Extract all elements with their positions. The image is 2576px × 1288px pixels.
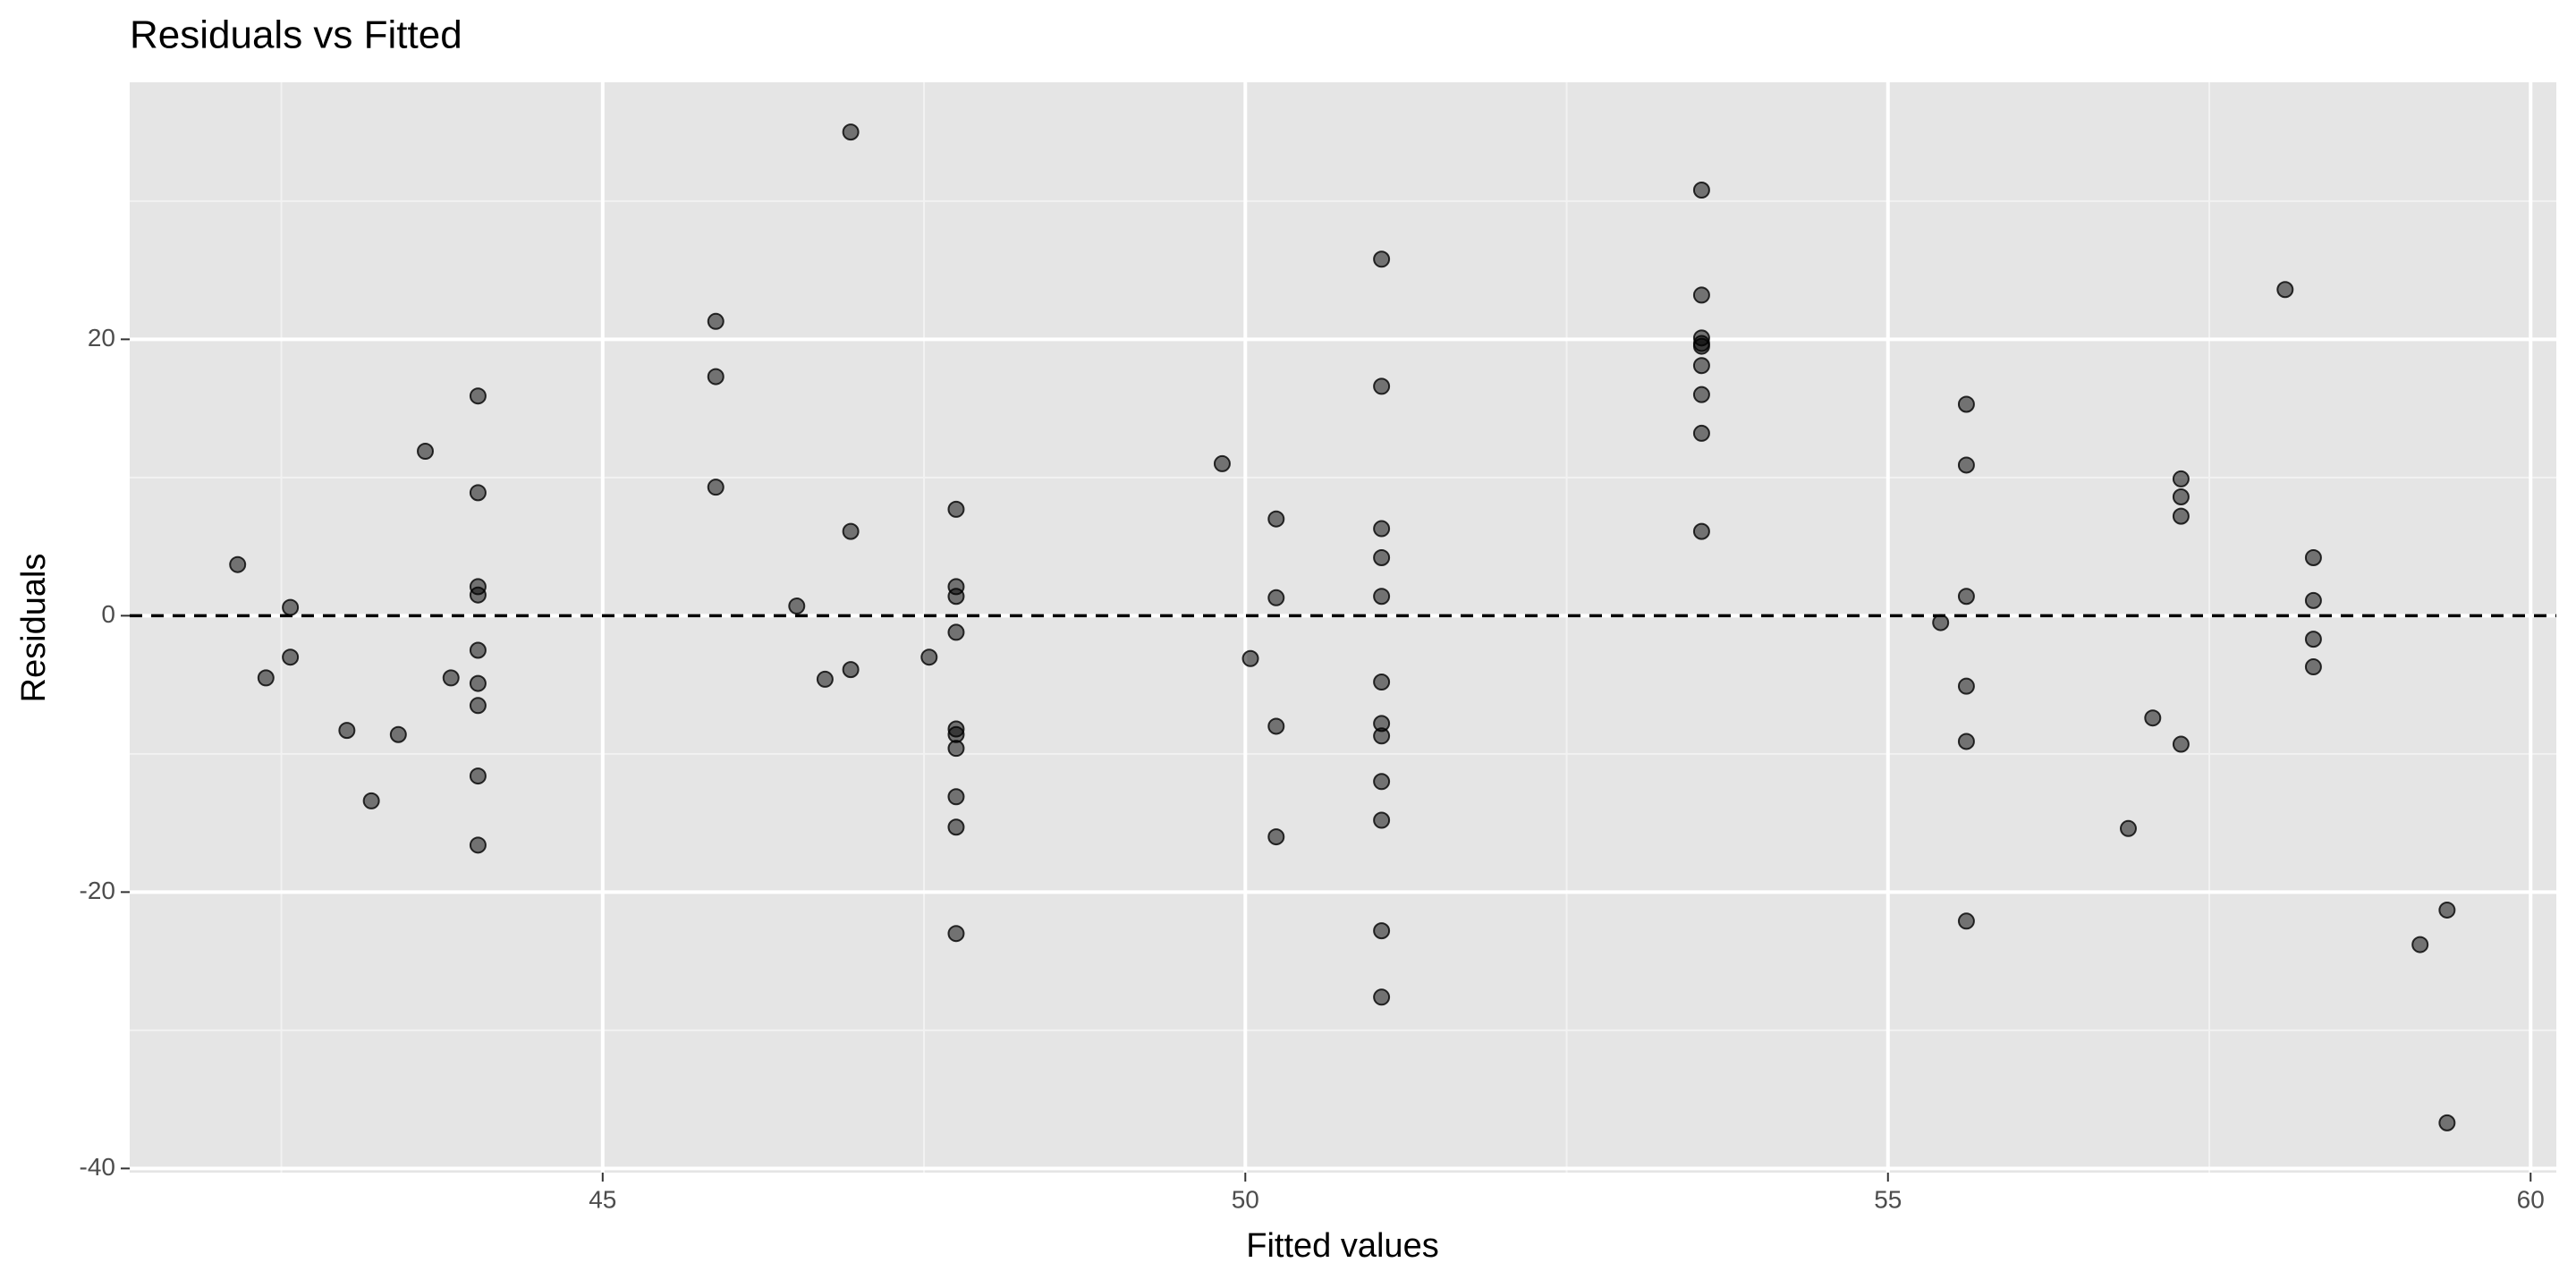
point — [1957, 395, 1975, 413]
point — [1692, 337, 1710, 355]
point — [947, 925, 965, 943]
point — [947, 588, 965, 606]
point — [1692, 357, 1710, 375]
point — [2438, 901, 2456, 919]
point — [2172, 487, 2190, 505]
point — [469, 641, 487, 659]
point — [1213, 454, 1231, 472]
point — [469, 387, 487, 405]
point — [1373, 922, 1391, 940]
point — [707, 479, 724, 496]
point — [1692, 386, 1710, 403]
point — [389, 725, 407, 743]
point — [1373, 811, 1391, 829]
x-tick-label: 50 — [1232, 1185, 1259, 1213]
point — [2304, 658, 2322, 676]
point — [257, 669, 275, 687]
y-axis-title: Residuals — [15, 554, 53, 703]
point — [707, 368, 724, 386]
point — [842, 661, 860, 679]
x-tick-label: 60 — [2517, 1185, 2545, 1213]
point — [2438, 1114, 2456, 1131]
point — [947, 818, 965, 836]
point — [1692, 522, 1710, 540]
point — [469, 767, 487, 785]
point — [1957, 588, 1975, 606]
point — [1373, 674, 1391, 691]
point — [2119, 819, 2137, 837]
point — [469, 697, 487, 715]
point — [1267, 589, 1285, 606]
point — [1267, 510, 1285, 528]
point — [816, 670, 834, 688]
point — [469, 484, 487, 502]
y-tick-label: 0 — [101, 600, 115, 628]
x-tick-label: 55 — [1874, 1185, 1902, 1213]
point — [947, 500, 965, 518]
point — [2304, 631, 2322, 648]
point — [469, 586, 487, 604]
point — [1267, 717, 1285, 735]
point — [1241, 649, 1259, 667]
point — [1267, 828, 1285, 846]
point — [338, 722, 356, 740]
point — [1373, 727, 1391, 745]
point — [1932, 614, 1950, 631]
point — [469, 836, 487, 854]
point — [469, 674, 487, 692]
point — [1692, 182, 1710, 199]
point — [920, 648, 938, 666]
point — [1957, 912, 1975, 930]
point — [1692, 286, 1710, 304]
point — [229, 555, 247, 573]
point — [842, 522, 860, 540]
point — [282, 598, 300, 616]
x-axis-title: Fitted values — [1246, 1227, 1438, 1265]
point — [1373, 588, 1391, 606]
point — [2144, 709, 2162, 727]
point — [1957, 456, 1975, 474]
x-tick-label: 45 — [589, 1185, 616, 1213]
point — [1957, 733, 1975, 750]
y-tick-label: -40 — [80, 1153, 115, 1181]
chart-title: Residuals vs Fitted — [130, 13, 462, 57]
point — [2172, 470, 2190, 487]
panel — [130, 82, 2556, 1173]
point — [1373, 520, 1391, 538]
point — [2411, 936, 2429, 953]
point — [947, 788, 965, 806]
point — [1373, 250, 1391, 268]
point — [1692, 424, 1710, 442]
point — [707, 312, 724, 330]
point — [442, 669, 460, 687]
point — [1373, 988, 1391, 1006]
point — [2304, 548, 2322, 566]
y-tick-label: 20 — [88, 324, 115, 352]
point — [1373, 773, 1391, 791]
point — [2304, 591, 2322, 609]
point — [1373, 548, 1391, 566]
point — [842, 123, 860, 141]
y-tick-label: -20 — [80, 877, 115, 904]
point — [947, 740, 965, 758]
point — [1957, 677, 1975, 695]
point — [1373, 377, 1391, 395]
point — [362, 792, 380, 809]
point — [2172, 507, 2190, 525]
point — [417, 443, 435, 461]
point — [2172, 735, 2190, 753]
point — [282, 648, 300, 666]
point — [788, 597, 806, 615]
point — [2276, 281, 2294, 299]
point — [947, 623, 965, 641]
